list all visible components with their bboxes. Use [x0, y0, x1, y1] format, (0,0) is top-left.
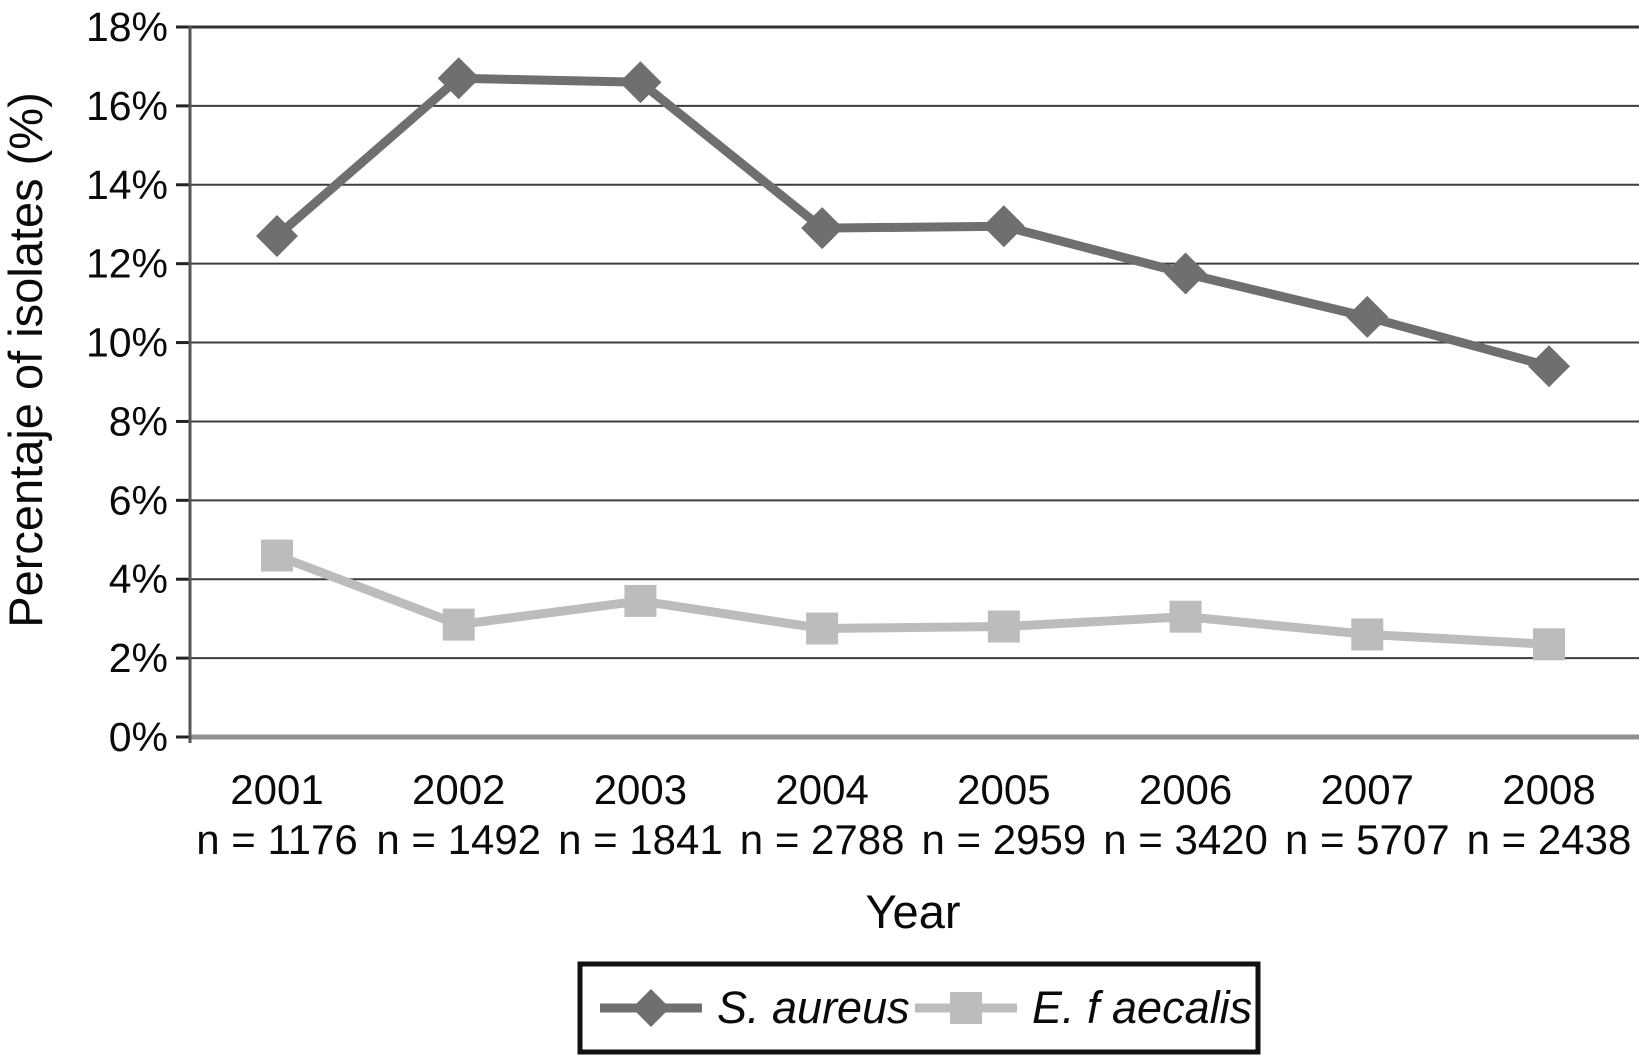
n-count-label: n = 2788	[740, 816, 905, 863]
x-tick-label: 2007	[1321, 766, 1414, 813]
series-line-e-faecalis	[275, 551, 1550, 649]
legend-diamond-marker	[632, 989, 670, 1027]
x-tick-label: 2006	[1139, 766, 1232, 813]
y-tick-label: 8%	[109, 398, 168, 444]
n-count-label: n = 1492	[376, 816, 541, 863]
y-tick-label: 12%	[86, 241, 168, 287]
data-point-square	[806, 612, 839, 645]
data-point-diamond	[619, 61, 662, 104]
y-tick-label: 18%	[86, 4, 168, 50]
legend-label-s-aureus: S. aureus	[717, 982, 910, 1033]
n-count-label: n = 2438	[1467, 816, 1632, 863]
data-point-square	[261, 539, 293, 572]
series-line-s-aureus	[274, 73, 1551, 371]
data-point-square	[442, 608, 475, 641]
n-count-label: n = 1841	[558, 816, 723, 863]
x-tick-label: 2004	[775, 766, 868, 813]
y-axis-title: Percentaje of isolates (%)	[0, 92, 52, 628]
data-point-diamond	[982, 205, 1025, 248]
data-point-square	[987, 610, 1020, 643]
n-count-label: n = 3420	[1103, 816, 1268, 863]
x-tick-label: 2002	[412, 766, 505, 813]
y-tick-label: 0%	[109, 714, 168, 760]
data-point-diamond	[437, 57, 480, 100]
y-tick-label: 6%	[109, 477, 168, 523]
legend: S. aureus E. f aecalis	[577, 961, 1261, 1055]
data-point-diamond	[1346, 295, 1389, 338]
data-point-diamond	[801, 207, 844, 250]
legend-square-marker	[950, 992, 982, 1024]
data-point-square	[1351, 618, 1384, 651]
x-tick-label: 2003	[594, 766, 687, 813]
x-tick-label: 2008	[1502, 766, 1595, 813]
y-tick-label: 2%	[109, 635, 168, 681]
n-count-label: n = 2959	[922, 816, 1087, 863]
y-tick-label: 14%	[86, 162, 168, 208]
n-count-label: n = 5707	[1285, 816, 1450, 863]
y-tick-label: 4%	[109, 556, 168, 602]
data-point-diamond	[256, 215, 298, 258]
x-tick-label: 2005	[957, 766, 1050, 813]
x-tick-label: 2001	[230, 766, 323, 813]
data-point-square	[624, 584, 657, 617]
legend-label-e-faecalis: E. f aecalis	[1032, 982, 1252, 1033]
data-point-square	[1533, 628, 1565, 661]
n-count-label: n = 1176	[196, 816, 358, 863]
y-tick-label: 16%	[86, 83, 168, 129]
data-point-diamond	[1528, 345, 1570, 388]
data-point-square	[1169, 600, 1202, 633]
x-axis-title: Year	[866, 885, 961, 938]
y-tick-label: 10%	[86, 320, 168, 366]
data-point-diamond	[1164, 252, 1207, 295]
